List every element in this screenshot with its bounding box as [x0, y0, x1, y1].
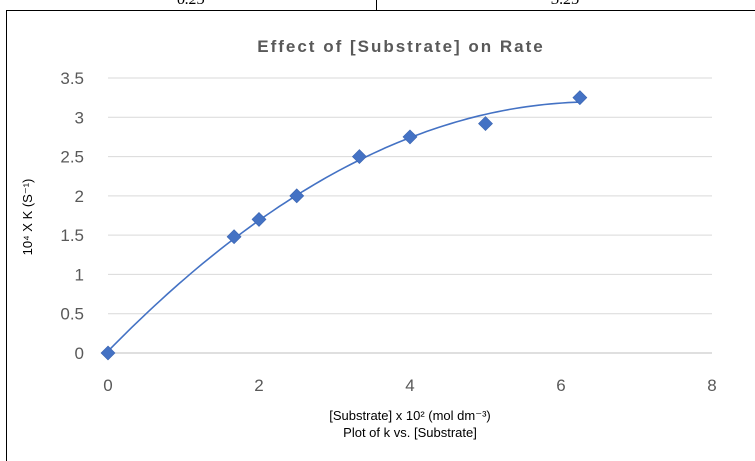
y-tick-label: 1.5: [60, 226, 84, 245]
data-point-4: [351, 149, 367, 164]
y-tick-label: 3.5: [60, 69, 84, 88]
y-tick-label: 2: [75, 187, 84, 206]
data-point-2: [251, 212, 267, 227]
x-tick-label: 4: [405, 376, 414, 395]
y-tick-label: 3: [75, 108, 84, 127]
gridlines: [108, 77, 712, 354]
chart-caption: Plot of k vs. [Substrate]: [343, 425, 477, 440]
x-axis-title: [Substrate] x 10² (mol dm⁻³): [329, 408, 490, 423]
x-tick-label: 6: [556, 376, 565, 395]
x-tick-label: 0: [103, 376, 112, 395]
data-point-0: [100, 345, 116, 361]
y-tick-label: 0: [75, 344, 84, 363]
y-tick-label: 2.5: [60, 148, 84, 167]
y-axis-title: 10⁴ X K (S⁻¹): [20, 179, 35, 256]
x-tick-label: 2: [254, 376, 263, 395]
y-tick-label: 1: [75, 265, 84, 284]
table-cell-left: 6.25: [6, 0, 377, 10]
table-cell-right: 3.25: [376, 0, 755, 10]
y-tick-label: 0.5: [60, 305, 84, 324]
trendline: [107, 101, 580, 352]
chart-title: Effect of [Substrate] on Rate: [257, 37, 545, 56]
data-point-1: [226, 229, 242, 245]
left-border: [6, 10, 7, 461]
x-tick-labels: 0 2 4 6 8: [103, 376, 716, 395]
data-point-6: [478, 116, 493, 131]
data-point-5: [402, 129, 418, 145]
table-row: 6.25 3.25: [6, 0, 755, 11]
data-point-7: [572, 90, 588, 106]
x-tick-label: 8: [707, 376, 716, 395]
data-point-3: [289, 188, 305, 204]
y-tick-labels: 0 0.5 1 1.5 2 2.5 3 3.5: [60, 69, 84, 363]
data-points: [100, 90, 588, 361]
